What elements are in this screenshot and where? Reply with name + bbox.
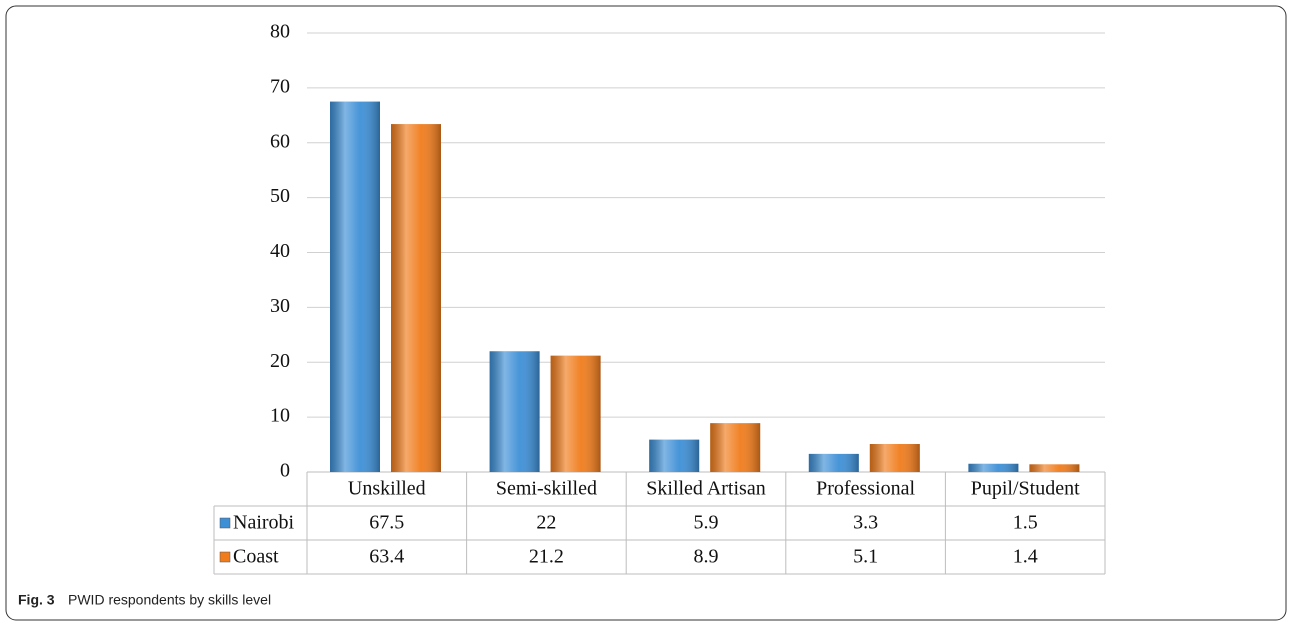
y-tick-label: 80 [270, 21, 290, 43]
y-tick-label: 30 [270, 295, 290, 317]
table-value: 1.4 [1013, 546, 1038, 568]
legend-key [219, 551, 231, 563]
bar-shine [391, 124, 441, 472]
y-tick-label: 0 [280, 460, 290, 482]
caption: PWID respondents by skills level [68, 592, 271, 608]
y-tick-label: 10 [270, 405, 290, 427]
y-tick-label: 50 [270, 185, 290, 207]
y-tick-label: 60 [270, 130, 290, 152]
table-value: 3.3 [853, 512, 878, 534]
legend-label: Nairobi [233, 512, 295, 534]
bar-shine [1029, 464, 1080, 472]
table-value: 5.1 [853, 546, 878, 568]
legend-label: Coast [233, 546, 279, 568]
caption-label: Fig. 3 [18, 592, 55, 608]
bar-shine [330, 101, 380, 472]
bar-shine [968, 463, 1019, 472]
bar-shine [710, 423, 761, 472]
x-tick-label: Semi-skilled [496, 478, 597, 500]
legend-key [219, 517, 231, 529]
table-value: 67.5 [369, 512, 404, 534]
bar-shine [808, 453, 859, 472]
table-value: 63.4 [369, 546, 404, 568]
bar-shine [550, 355, 601, 472]
table-value: 5.9 [694, 512, 719, 534]
x-tick-label: Pupil/Student [971, 478, 1080, 500]
table-value: 22 [536, 512, 556, 534]
y-tick-label: 40 [270, 240, 290, 262]
bar-shine [869, 444, 920, 472]
bar-shine [489, 351, 540, 472]
bar-shine [649, 439, 700, 472]
x-tick-label: Unskilled [348, 478, 426, 500]
y-tick-label: 70 [270, 75, 290, 97]
frame [5, 5, 1287, 621]
x-tick-label: Professional [816, 478, 915, 500]
table-value: 1.5 [1013, 512, 1038, 534]
y-tick-label: 20 [270, 350, 290, 372]
table-value: 21.2 [529, 546, 564, 568]
x-tick-label: Skilled Artisan [646, 478, 765, 500]
table-value: 8.9 [694, 546, 719, 568]
